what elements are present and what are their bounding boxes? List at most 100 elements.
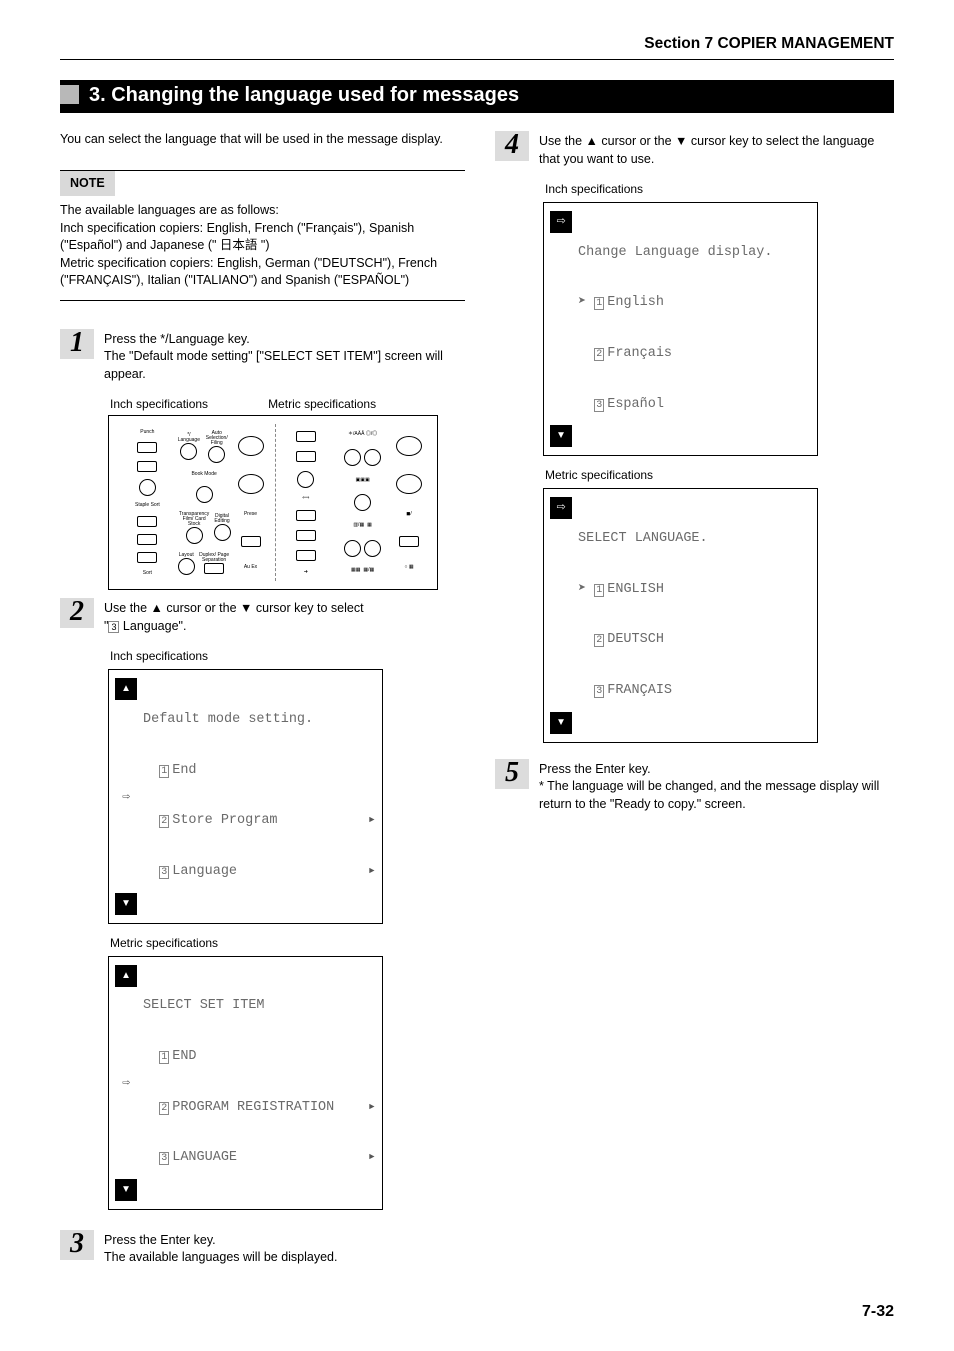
spec-labels-row: Inch specifications Metric specification… <box>110 397 465 411</box>
panel-button <box>296 451 316 462</box>
panel-button <box>399 536 419 547</box>
inch-spec-label: Inch specifications <box>110 649 465 663</box>
note-line: Metric specification copiers: English, G… <box>60 255 465 290</box>
lcd-line: DEUTSCH <box>607 632 664 649</box>
panel-label-digital: Digital Editing <box>214 514 231 524</box>
panel-button <box>296 530 316 541</box>
panel-button <box>137 461 157 472</box>
inch-spec-label: Inch specifications <box>110 397 208 411</box>
step-line: Press the Enter key. <box>104 1233 216 1247</box>
chevron-right-icon: ▸ <box>368 1150 376 1167</box>
lcd-line: LANGUAGE <box>172 1150 237 1167</box>
panel-label-prese: Prese <box>244 512 257 517</box>
step-5: 5 Press the Enter key. * The language wi… <box>495 759 894 814</box>
lcd-display-metric: ▴ ⇨ ▾ SELECT SET ITEM 1END 2PROGRAM REGI… <box>108 956 383 1210</box>
lcd-line: Español <box>607 397 664 414</box>
panel-button <box>241 536 261 547</box>
select-arrow-icon: ⇨ <box>115 1072 137 1094</box>
content-columns: You can select the language that will be… <box>60 131 894 1281</box>
step-number: 5 <box>495 759 529 789</box>
lcd-title: Default mode setting. <box>143 712 376 729</box>
panel-button <box>137 516 157 527</box>
down-arrow-icon: ▾ <box>115 893 137 915</box>
down-arrow-icon: ▾ <box>550 712 572 734</box>
up-arrow-icon: ▴ <box>115 678 137 700</box>
panel-button <box>137 534 157 545</box>
panel-button <box>344 540 361 557</box>
lcd-line: Français <box>607 346 672 363</box>
step-2: 2 Use the ▲ cursor or the ▼ cursor key t… <box>60 598 465 635</box>
panel-glyph: ▣▣▣ <box>356 478 370 483</box>
step-4: 4 Use the ▲ cursor or the ▼ cursor key t… <box>495 131 894 168</box>
step-text: Use the ▲ cursor or the ▼ cursor key to … <box>539 131 894 168</box>
panel-button <box>204 563 224 574</box>
chevron-right-icon: ▸ <box>368 1100 376 1117</box>
left-column: You can select the language that will be… <box>60 131 465 1281</box>
panel-button <box>137 552 157 563</box>
panel-button <box>296 431 316 442</box>
step-number: 1 <box>60 329 94 359</box>
step-line: Press the Enter key. <box>539 762 651 776</box>
step-line: The "Default mode setting" ["SELECT SET … <box>104 349 443 381</box>
step-text: Use the ▲ cursor or the ▼ cursor key to … <box>104 598 364 635</box>
chevron-right-icon: ▸ <box>368 813 376 830</box>
lcd-line: Language <box>172 864 237 881</box>
panel-button <box>297 471 314 488</box>
panel-label-punch: Punch <box>140 430 154 435</box>
step-number: 3 <box>60 1230 94 1260</box>
lcd-line: English <box>607 295 664 312</box>
chevron-right-icon: ▸ <box>368 864 376 881</box>
lcd-line: FRANÇAIS <box>607 683 672 700</box>
panel-button <box>296 550 316 561</box>
step-1: 1 Press the */Language key. The "Default… <box>60 329 465 384</box>
panel-metric: ⟺ ➜ ＊/AÄÂ ◎/◎ ▣▣▣ ▥/▦▦ ▦▦▦/▦ <box>275 424 430 581</box>
lcd-display-inch: ⇨ ▾ Change Language display. ➤ 1English … <box>543 202 818 456</box>
panel-label-trans: Transparency Film/ Card Stock <box>178 512 211 527</box>
note-line: Inch specification copiers: English, Fre… <box>60 220 465 255</box>
metric-spec-label: Metric specifications <box>545 468 894 482</box>
panel-button <box>396 474 422 494</box>
panel-button <box>364 540 381 557</box>
panel-glyph: ▥/▦ <box>353 523 364 528</box>
panel-label-auto: Auto Selection/ Filing <box>203 431 231 446</box>
step-text: Press the */Language key. The "Default m… <box>104 329 465 384</box>
panel-inch: Punch Staple Sort Sort */ Language <box>117 424 271 581</box>
panel-button <box>180 443 197 460</box>
control-panel-diagram: Punch Staple Sort Sort */ Language <box>108 415 438 590</box>
lcd-display-metric: ⇨ ▾ SELECT LANGUAGE. ➤ 1ENGLISH 2DEUTSCH… <box>543 488 818 742</box>
right-column: 4 Use the ▲ cursor or the ▼ cursor key t… <box>495 131 894 827</box>
metric-spec-label: Metric specifications <box>268 397 376 411</box>
panel-button <box>196 486 213 503</box>
lcd-line: End <box>172 763 196 780</box>
panel-label-auex: Au Ex <box>244 565 257 570</box>
panel-button <box>354 494 371 511</box>
panel-button <box>396 436 422 456</box>
panel-glyph: ▦/▦ <box>363 568 374 573</box>
inch-spec-label: Inch specifications <box>545 182 894 196</box>
step-line: Use the ▲ cursor or the ▼ cursor key to … <box>539 134 874 166</box>
lcd-line: ENGLISH <box>607 582 664 599</box>
select-arrow-icon: ⇨ <box>550 497 572 519</box>
lcd-title: Change Language display. <box>578 245 811 262</box>
lcd-content: SELECT SET ITEM 1END 2PROGRAM REGISTRATI… <box>143 965 376 1201</box>
select-arrow-icon: ⇨ <box>115 786 137 808</box>
step-number: 4 <box>495 131 529 161</box>
step-line: "3 Language". <box>104 619 186 633</box>
panel-button <box>344 449 361 466</box>
panel-button <box>296 510 316 521</box>
section-header: Section 7 COPIER MANAGEMENT <box>60 35 894 60</box>
panel-button <box>208 446 225 463</box>
panel-button <box>178 558 195 575</box>
panel-label-duplex: Duplex/ Page Separation <box>198 553 231 563</box>
step-line: Use the ▲ cursor or the ▼ cursor key to … <box>104 601 364 615</box>
panel-glyph: ○ ▦ <box>404 565 413 570</box>
down-arrow-icon: ▾ <box>115 1179 137 1201</box>
panel-button <box>238 474 264 494</box>
panel-glyph: ＊/AÄÂ ◎/◎ <box>348 432 377 437</box>
panel-label-book: Book Mode <box>191 472 216 477</box>
down-arrow-icon: ▾ <box>550 425 572 447</box>
step-text: Press the Enter key. The available langu… <box>104 1230 337 1267</box>
lcd-title: SELECT SET ITEM <box>143 998 376 1015</box>
panel-button <box>139 479 156 496</box>
note-block: NOTE The available languages are as foll… <box>60 170 465 301</box>
